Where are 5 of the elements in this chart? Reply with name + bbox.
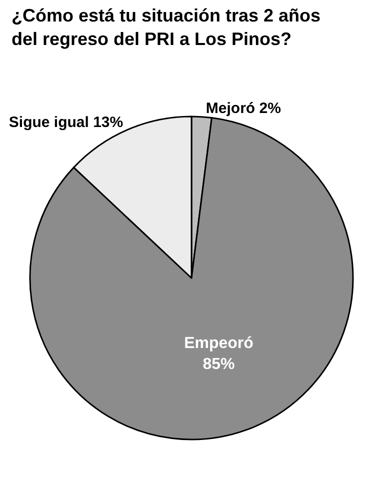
slice-label: Sigue igual 13%	[8, 114, 124, 132]
slice-label: Mejoró 2%	[206, 100, 281, 117]
data-label: 85%	[202, 356, 235, 373]
chart-title: ¿Cómo está tu situación tras 2 años del regreso del PRI a Los Pinos?	[11, 6, 321, 49]
slice-label: Empeoró	[184, 335, 254, 352]
